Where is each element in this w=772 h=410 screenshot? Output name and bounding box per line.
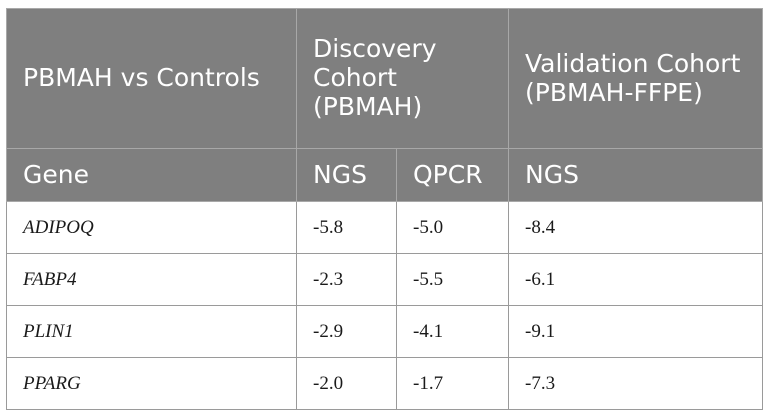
qpcr-cell: -5.0: [396, 201, 509, 254]
ngs-column-header: NGS: [296, 148, 397, 202]
ngs-cell: -2.0: [296, 357, 397, 410]
comparison-header: PBMAH vs Controls: [6, 8, 297, 149]
gene-cell: FABP4: [6, 253, 297, 306]
table-row: ADIPOQ -5.8 -5.0 -8.4: [6, 201, 763, 254]
ngs-cell: -2.3: [296, 253, 397, 306]
gene-cell: PLIN1: [6, 305, 297, 358]
results-table-container: PBMAH vs Controls Discovery Cohort (PBMA…: [6, 8, 763, 410]
gene-cell: PPARG: [6, 357, 297, 410]
table-row: FABP4 -2.3 -5.5 -6.1: [6, 253, 763, 306]
gene-expression-table: PBMAH vs Controls Discovery Cohort (PBMA…: [6, 8, 763, 410]
validation-ngs-cell: -8.4: [508, 201, 763, 254]
qpcr-cell: -5.5: [396, 253, 509, 306]
validation-ngs-cell: -7.3: [508, 357, 763, 410]
table-row: PPARG -2.0 -1.7 -7.3: [6, 357, 763, 410]
validation-ngs-cell: -6.1: [508, 253, 763, 306]
ngs-cell: -2.9: [296, 305, 397, 358]
qpcr-cell: -4.1: [396, 305, 509, 358]
qpcr-column-header: QPCR: [396, 148, 509, 202]
table-row: PLIN1 -2.9 -4.1 -9.1: [6, 305, 763, 358]
header-row-cohorts: PBMAH vs Controls Discovery Cohort (PBMA…: [6, 8, 763, 149]
ngs-cell: -5.8: [296, 201, 397, 254]
table-body: ADIPOQ -5.8 -5.0 -8.4 FABP4 -2.3 -5.5 -6…: [6, 201, 763, 410]
validation-ngs-column-header: NGS: [508, 148, 763, 202]
header-row-methods: Gene NGS QPCR NGS: [6, 148, 763, 202]
gene-column-header: Gene: [6, 148, 297, 202]
qpcr-cell: -1.7: [396, 357, 509, 410]
discovery-cohort-header: Discovery Cohort (PBMAH): [296, 8, 509, 149]
gene-cell: ADIPOQ: [6, 201, 297, 254]
validation-cohort-header: Validation Cohort (PBMAH-FFPE): [508, 8, 763, 149]
validation-ngs-cell: -9.1: [508, 305, 763, 358]
table-header: PBMAH vs Controls Discovery Cohort (PBMA…: [6, 8, 763, 202]
